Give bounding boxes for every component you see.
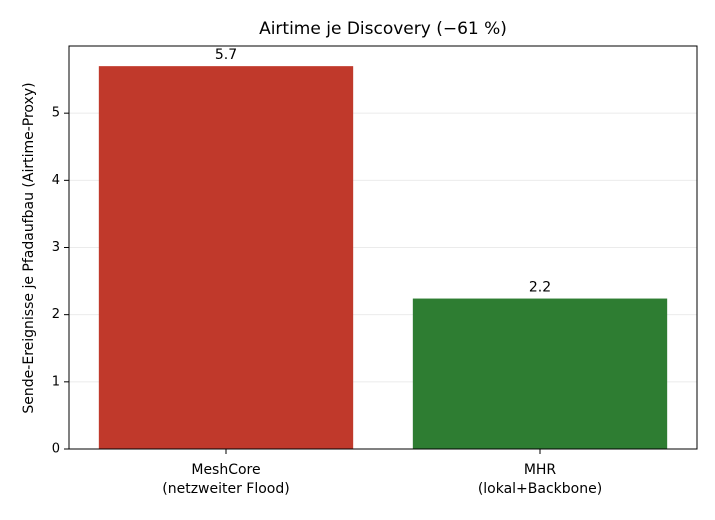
- y-tick-label: 2: [52, 307, 60, 322]
- value-label: 5.7: [215, 47, 237, 63]
- y-tick-label: 0: [52, 442, 60, 457]
- x-tick-label: MHR: [524, 462, 557, 478]
- x-tick-label: (lokal+Backbone): [478, 481, 602, 497]
- x-tick-label: (netzweiter Flood): [162, 481, 289, 497]
- x-tick-label: MeshCore: [191, 462, 260, 478]
- y-tick-label: 3: [52, 240, 60, 255]
- chart-title: Airtime je Discovery (−61 %): [259, 19, 507, 39]
- bar: [98, 66, 354, 450]
- y-axis-label: Sende-Ereignisse je Pfadaufbau (Airtime-…: [21, 82, 37, 413]
- y-tick-label: 1: [52, 374, 60, 389]
- bar: [412, 298, 668, 449]
- y-tick-label: 5: [52, 106, 60, 121]
- plot-frame: [68, 45, 698, 450]
- y-tick-label: 4: [52, 173, 60, 188]
- value-label: 2.2: [529, 280, 551, 296]
